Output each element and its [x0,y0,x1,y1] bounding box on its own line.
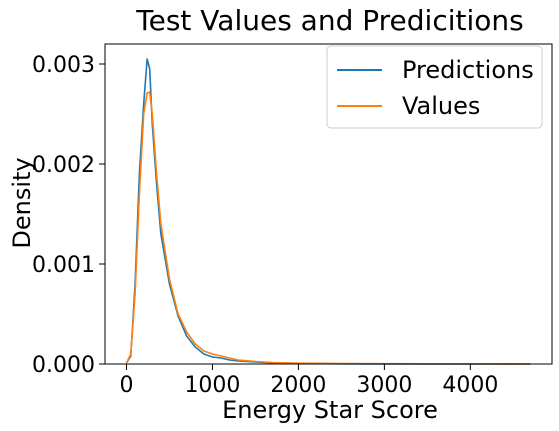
x-tick-label: 0 [119,373,133,398]
chart-title: Test Values and Predicitions [135,4,523,37]
x-tick-label: 1000 [184,373,240,398]
x-tick-label: 4000 [442,373,498,398]
plot-frame [104,43,553,365]
x-axis-label: Energy Star Score [222,396,438,424]
x-tick-label: 3000 [356,373,412,398]
y-tick-label: 0.002 [32,153,95,178]
x-tick-label: 2000 [270,373,326,398]
legend: Predictions Values [326,45,543,129]
legend-label: Predictions [402,56,534,84]
y-tick-label: 0.001 [32,253,95,278]
legend-box [326,45,543,129]
legend-label: Values [402,92,480,120]
series-line-values [125,91,531,365]
y-tick-label: 0.000 [32,353,95,378]
y-axis-label: Density [8,157,36,248]
y-tick-label: 0.003 [32,53,95,78]
